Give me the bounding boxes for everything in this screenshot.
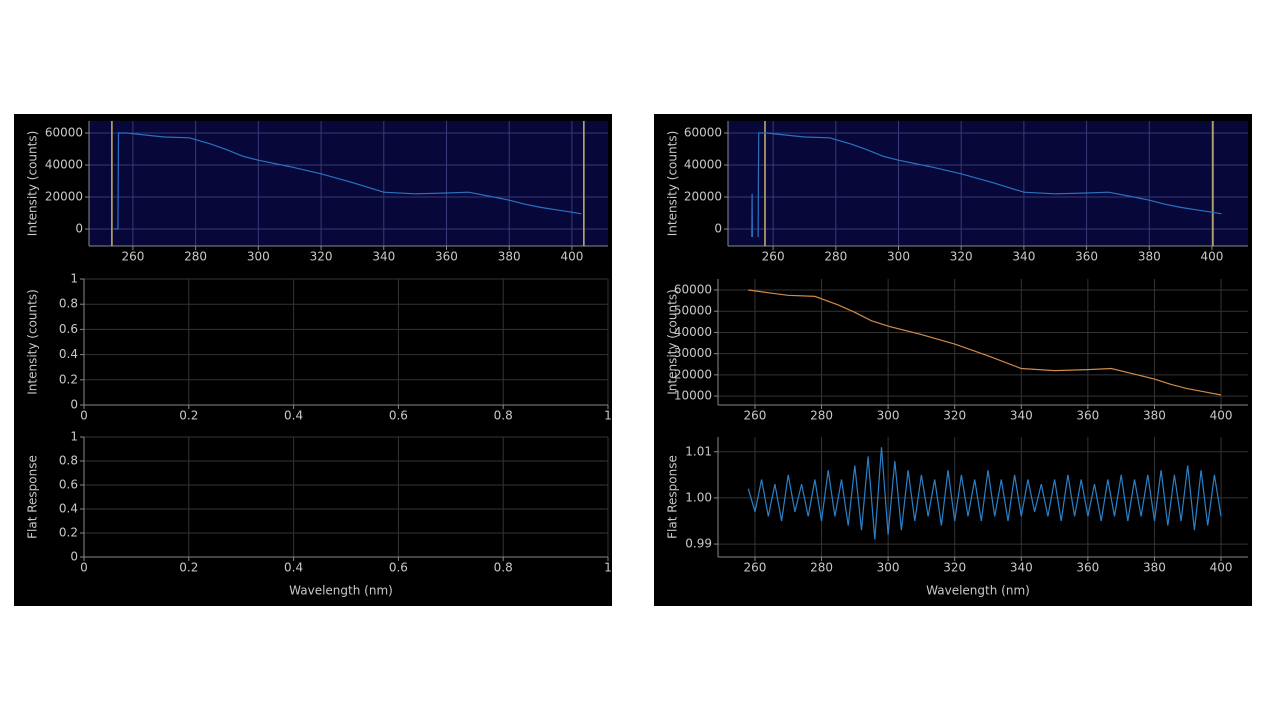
x-tick-label: 340	[1010, 561, 1033, 575]
x-tick-label: 0.4	[284, 409, 303, 423]
x-tick-label: 0	[80, 561, 88, 575]
x-tick-label: 300	[247, 250, 270, 264]
y-tick-label: 0	[714, 222, 722, 236]
x-tick-label: 280	[810, 409, 833, 423]
y-tick-label: 0	[70, 398, 78, 412]
x-tick-label: 0.6	[389, 409, 408, 423]
x-tick-label: 260	[744, 561, 767, 575]
y-tick-label: 0.6	[59, 478, 78, 492]
x-tick-label: 280	[810, 561, 833, 575]
x-tick-label: 400	[560, 250, 583, 264]
y-axis-label: Flat Response	[666, 455, 680, 539]
x-tick-label: 1	[604, 561, 612, 575]
y-tick-label: 0.2	[59, 526, 78, 540]
x-tick-label: 260	[121, 250, 144, 264]
y-tick-label: 0.8	[59, 297, 78, 311]
y-tick-label: 30000	[674, 346, 712, 360]
x-tick-label: 0.8	[494, 561, 513, 575]
x-tick-label: 320	[943, 409, 966, 423]
y-tick-label: 1.01	[685, 444, 712, 458]
x-tick-label: 280	[184, 250, 207, 264]
y-tick-label: 20000	[674, 367, 712, 381]
y-axis-label: Intensity (counts)	[26, 289, 40, 395]
plot-area	[718, 279, 1248, 405]
data-line	[114, 132, 582, 230]
y-tick-label: 60000	[684, 126, 722, 140]
x-tick-label: 260	[744, 409, 767, 423]
x-tick-label: 0	[80, 409, 88, 423]
y-tick-label: 0.6	[59, 322, 78, 336]
y-axis-label: Intensity (counts)	[666, 289, 680, 395]
x-tick-label: 300	[877, 409, 900, 423]
data-line	[748, 289, 1222, 396]
y-tick-label: 0.4	[59, 502, 78, 516]
y-tick-label: 40000	[674, 325, 712, 339]
x-tick-label: 360	[1075, 250, 1098, 264]
y-axis-label: Intensity (counts)	[26, 131, 40, 237]
x-tick-label: 0.2	[179, 409, 198, 423]
y-tick-label: 20000	[684, 190, 722, 204]
plot-area	[84, 437, 608, 557]
y-tick-label: 0.8	[59, 454, 78, 468]
x-tick-label: 300	[877, 561, 900, 575]
plot-area	[89, 121, 608, 246]
data-line	[751, 193, 753, 238]
x-tick-label: 380	[1143, 409, 1166, 423]
plot-area	[84, 279, 608, 405]
x-tick-label: 380	[498, 250, 521, 264]
plot-area	[718, 437, 1248, 557]
y-axis-label: Intensity (counts)	[666, 131, 680, 237]
x-tick-label: 360	[1076, 409, 1099, 423]
x-tick-label: 360	[435, 250, 458, 264]
x-tick-label: 340	[372, 250, 395, 264]
x-tick-label: 400	[1201, 250, 1224, 264]
x-tick-label: 380	[1138, 250, 1161, 264]
x-tick-label: 380	[1143, 561, 1166, 575]
y-tick-label: 0	[75, 222, 83, 236]
x-axis-label: Wavelength (nm)	[926, 584, 1030, 598]
y-tick-label: 40000	[45, 158, 83, 172]
x-axis-label: Wavelength (nm)	[289, 584, 393, 598]
x-tick-label: 340	[1010, 409, 1033, 423]
y-tick-label: 60000	[674, 283, 712, 297]
y-tick-label: 1.00	[685, 490, 712, 504]
y-tick-label: 1	[70, 430, 78, 444]
x-tick-label: 320	[950, 250, 973, 264]
plot-area	[728, 121, 1248, 246]
x-tick-label: 0.8	[494, 409, 513, 423]
x-tick-label: 0.4	[284, 561, 303, 575]
x-tick-label: 340	[1012, 250, 1035, 264]
y-tick-label: 60000	[45, 126, 83, 140]
x-tick-label: 300	[887, 250, 910, 264]
y-tick-label: 0.99	[685, 537, 712, 551]
x-tick-label: 400	[1210, 409, 1233, 423]
data-line	[747, 447, 1222, 540]
x-tick-label: 0.6	[389, 561, 408, 575]
x-tick-label: 1	[604, 409, 612, 423]
data-line	[757, 132, 1222, 238]
x-tick-label: 360	[1076, 561, 1099, 575]
y-tick-label: 50000	[674, 304, 712, 318]
y-tick-label: 0.2	[59, 372, 78, 386]
y-tick-label: 20000	[45, 190, 83, 204]
y-tick-label: 1	[70, 272, 78, 286]
x-tick-label: 0.2	[179, 561, 198, 575]
y-tick-label: 10000	[674, 389, 712, 403]
y-tick-label: 0	[70, 550, 78, 564]
y-axis-label: Flat Response	[26, 455, 40, 539]
x-tick-label: 280	[824, 250, 847, 264]
x-tick-label: 260	[762, 250, 785, 264]
x-tick-label: 400	[1210, 561, 1233, 575]
y-tick-label: 40000	[684, 158, 722, 172]
y-tick-label: 0.4	[59, 347, 78, 361]
x-tick-label: 320	[310, 250, 333, 264]
x-tick-label: 320	[943, 561, 966, 575]
